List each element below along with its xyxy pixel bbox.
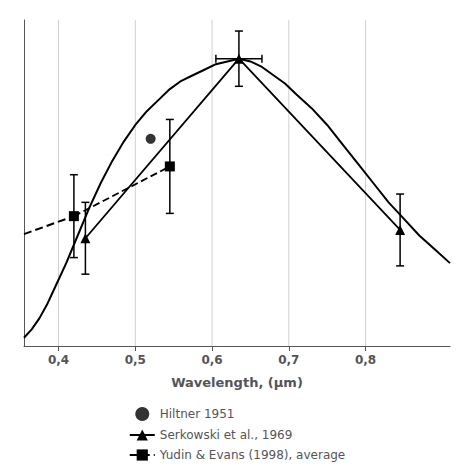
svg-text:Wavelength, (μm): Wavelength, (μm) (171, 375, 303, 390)
svg-text:0,4: 0,4 (48, 353, 69, 367)
svg-text:Yudin & Evans (1998), average: Yudin & Evans (1998), average (159, 448, 345, 462)
svg-text:Serkowski et al., 1969: Serkowski et al., 1969 (160, 428, 293, 442)
svg-text:0,6: 0,6 (201, 353, 222, 367)
svg-text:0,8: 0,8 (355, 353, 376, 367)
svg-text:Hiltner 1951: Hiltner 1951 (160, 407, 235, 421)
svg-text:0,7: 0,7 (278, 353, 299, 367)
svg-text:0,5: 0,5 (125, 353, 146, 367)
